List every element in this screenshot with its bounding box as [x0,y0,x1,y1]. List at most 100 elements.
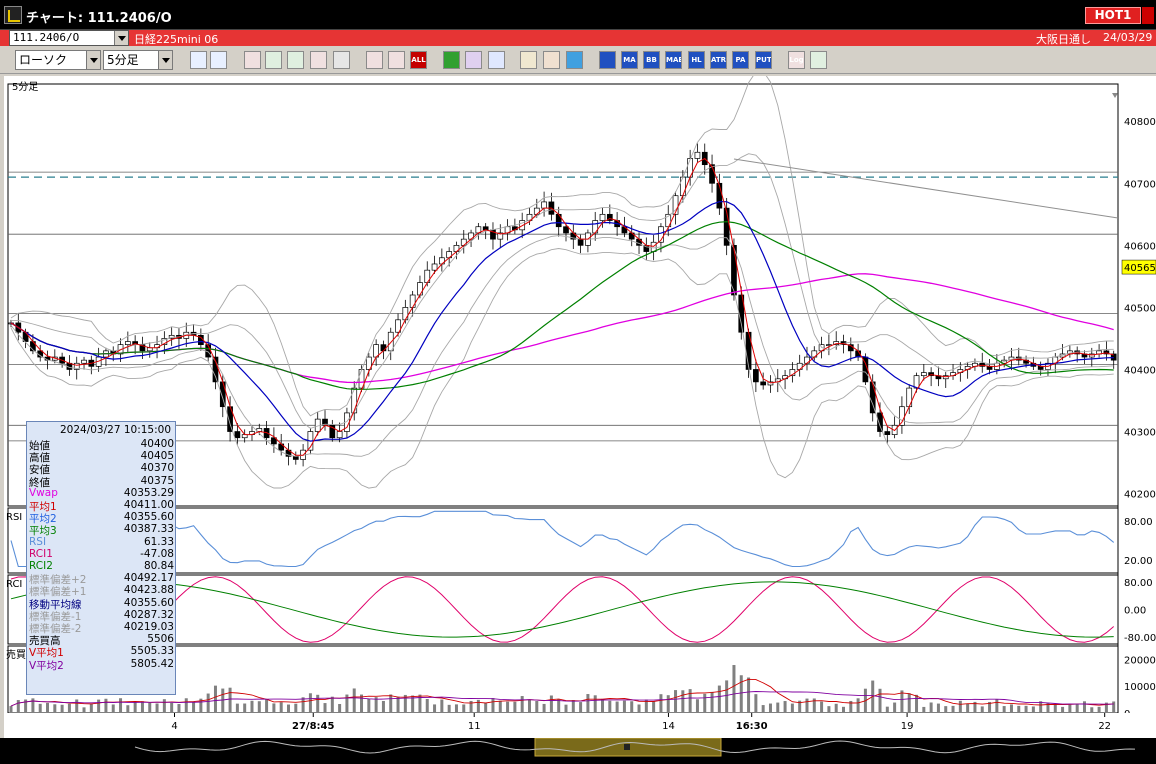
volume-bar [53,704,57,713]
data-window-label: 平均2 [29,513,57,526]
symbol-name: 日経225mini 06 [134,33,219,46]
data-window-value: 40370 [140,462,174,475]
volume-bar [593,695,597,713]
export-icon[interactable] [810,51,827,69]
volume-bar [820,701,824,713]
close-icon[interactable] [1142,7,1154,24]
chart-type-select[interactable]: ローソク [15,50,101,70]
data-window-row: 平均2 40355.60 [29,511,174,526]
candle-body [365,356,372,370]
chart-area[interactable]: 40200 40300 40400 40500 40600 40700 40800 40565… [4,76,1156,738]
bb-icon[interactable]: BB [643,51,660,69]
volume-bar [352,688,356,713]
put-icon[interactable]: PUT [755,51,772,69]
volume-bar [615,701,619,713]
candle-body [402,307,409,321]
candle-alt-icon[interactable] [388,51,405,69]
candle-icon[interactable] [366,51,383,69]
data-window-label: V平均2 [29,659,64,672]
settings-icon[interactable] [520,51,537,69]
rci-tick-label: 80.00 [1124,578,1153,589]
volume-bar [1017,705,1021,713]
alert-icon[interactable] [333,51,350,69]
data-window-row: V平均1 5505.33 [29,645,174,660]
volume-bar [67,703,71,713]
interval-select[interactable]: 5分足 [103,50,173,70]
line-draw-icon[interactable] [443,51,460,69]
volume-bar [549,695,553,713]
all-icon[interactable]: ALL [410,51,427,69]
hot-button[interactable]: HOT1 [1085,7,1141,24]
volume-bar [856,698,860,713]
data-window-row: 高値 40405 [29,450,174,464]
fit-icon[interactable] [210,51,227,69]
candle-body [753,369,759,383]
volume-bar [506,701,510,713]
market-label: 大阪日通し [1036,33,1091,46]
data-window-value: 5506 [147,633,174,646]
mae-icon[interactable]: MAE [665,51,682,69]
volume-bar [761,705,765,713]
compare-icon[interactable] [310,51,327,69]
chevron-down-icon[interactable] [114,31,128,45]
chart-svg[interactable]: 40200 40300 40400 40500 40600 40700 40800 40565… [4,76,1156,738]
volume-tick-label: 20000 [1124,655,1156,666]
candle-body [409,294,416,308]
time-scrollbar[interactable] [0,737,1156,760]
volume-bar [966,703,970,713]
time-tick-label: 22 [1098,721,1111,732]
data-window-label: 終値 [29,476,50,489]
volume-bar [469,700,473,713]
candle-body [658,226,664,243]
atr-icon[interactable]: ATR [710,51,727,69]
candle-body [329,424,336,439]
volume-bar [834,703,838,713]
cursor-icon[interactable] [465,51,482,69]
chart-type-value: ローソク [19,53,68,67]
crosshair-icon[interactable] [265,51,282,69]
volume-bar [1039,701,1043,713]
volume-bar [601,698,605,713]
candle-body [541,201,547,209]
ma-icon[interactable]: MA [621,51,638,69]
tools-icon[interactable] [543,51,560,69]
time-tick-label: 11 [468,721,481,732]
volume-bar [929,702,933,713]
chevron-down-icon[interactable] [86,51,100,69]
arrow-icon[interactable] [488,51,505,69]
chevron-down-icon[interactable] [158,51,172,69]
data-window-row: RCI1 -47.08 [29,548,174,560]
toolbar: ローソク 5分足 ALL MA BB MAE HL ATR PA PUT Log [0,46,1156,74]
price-tick-label: 40400 [1124,365,1156,376]
indicator-icon[interactable] [599,51,616,69]
data-window-label: 標準偏差+2 [29,574,87,587]
pointer-icon[interactable] [244,51,261,69]
bollinger-lower-1 [10,235,1114,457]
volume-bar [228,687,232,713]
current-price-label: 40565 [1124,263,1156,274]
color-icon[interactable] [566,51,583,69]
data-window-row: 標準偏差+1 40423.88 [29,584,174,598]
chart-bars-icon[interactable] [287,51,304,69]
candle-body [760,381,767,386]
moving-average-1 [10,157,1114,456]
data-window-label: V平均1 [29,647,64,660]
volume-bar [1082,701,1086,713]
candle-body [599,213,606,221]
volume-bar [140,701,144,713]
volume-bar [958,700,962,713]
volume-bar [447,704,451,713]
volume-bar [542,703,546,713]
overview-strip[interactable] [0,737,1156,760]
time-tick-label: 19 [901,721,914,732]
volume-bar [571,700,575,713]
symbol-selector[interactable]: 111.2406/O [9,30,129,46]
zoom-icon[interactable] [190,51,207,69]
log-icon[interactable]: Log [788,51,805,69]
volume-bar [389,694,393,713]
hl-icon[interactable]: HL [688,51,705,69]
volume-bar [221,688,225,713]
parabolic-icon[interactable]: PA [732,51,749,69]
volume-bar [250,700,254,713]
volume-bar [38,703,42,713]
